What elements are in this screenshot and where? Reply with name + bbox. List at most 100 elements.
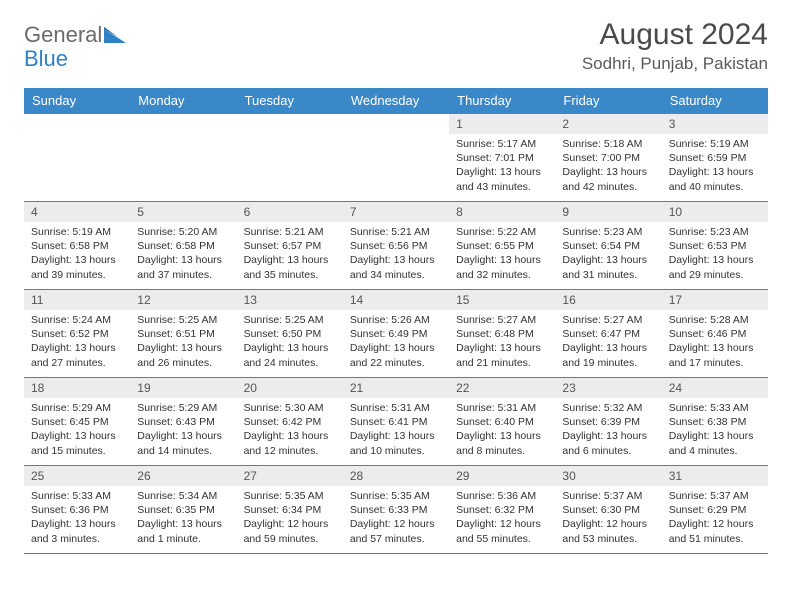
brand-logo: General Blue [24,24,126,71]
day-details: Sunrise: 5:25 AMSunset: 6:51 PMDaylight:… [130,310,236,374]
day-sunset: Sunset: 6:57 PM [244,239,336,253]
day-number: 29 [449,466,555,486]
day-daylight2: and 51 minutes. [669,532,761,546]
day-daylight1: Daylight: 12 hours [244,517,336,531]
day-daylight1: Daylight: 13 hours [669,429,761,443]
calendar-day-cell: 31Sunrise: 5:37 AMSunset: 6:29 PMDayligh… [662,466,768,554]
day-number: 25 [24,466,130,486]
day-number: 30 [555,466,661,486]
day-number: 1 [449,114,555,134]
day-details: Sunrise: 5:37 AMSunset: 6:30 PMDaylight:… [555,486,661,550]
day-number: 10 [662,202,768,222]
day-sunrise: Sunrise: 5:35 AM [244,489,336,503]
day-details: Sunrise: 5:30 AMSunset: 6:42 PMDaylight:… [237,398,343,462]
day-details: Sunrise: 5:36 AMSunset: 6:32 PMDaylight:… [449,486,555,550]
day-details: Sunrise: 5:20 AMSunset: 6:58 PMDaylight:… [130,222,236,286]
day-number: 13 [237,290,343,310]
day-sunset: Sunset: 6:50 PM [244,327,336,341]
calendar-day-cell: 18Sunrise: 5:29 AMSunset: 6:45 PMDayligh… [24,378,130,466]
weekday-header: Tuesday [237,88,343,114]
day-sunset: Sunset: 6:39 PM [562,415,654,429]
day-daylight2: and 19 minutes. [562,356,654,370]
day-sunset: Sunset: 6:29 PM [669,503,761,517]
day-sunrise: Sunrise: 5:24 AM [31,313,123,327]
day-sunset: Sunset: 6:36 PM [31,503,123,517]
day-daylight1: Daylight: 13 hours [350,253,442,267]
day-number: 16 [555,290,661,310]
day-details: Sunrise: 5:35 AMSunset: 6:33 PMDaylight:… [343,486,449,550]
day-sunrise: Sunrise: 5:21 AM [350,225,442,239]
day-details: Sunrise: 5:22 AMSunset: 6:55 PMDaylight:… [449,222,555,286]
day-sunrise: Sunrise: 5:37 AM [669,489,761,503]
calendar-day-cell: 16Sunrise: 5:27 AMSunset: 6:47 PMDayligh… [555,290,661,378]
day-sunrise: Sunrise: 5:31 AM [456,401,548,415]
calendar-day-cell: 21Sunrise: 5:31 AMSunset: 6:41 PMDayligh… [343,378,449,466]
day-daylight2: and 27 minutes. [31,356,123,370]
weekday-header: Wednesday [343,88,449,114]
weekday-header: Saturday [662,88,768,114]
day-details: Sunrise: 5:33 AMSunset: 6:36 PMDaylight:… [24,486,130,550]
calendar-day-cell: 13Sunrise: 5:25 AMSunset: 6:50 PMDayligh… [237,290,343,378]
day-sunrise: Sunrise: 5:25 AM [244,313,336,327]
day-sunset: Sunset: 6:52 PM [31,327,123,341]
day-number: 9 [555,202,661,222]
day-number: 15 [449,290,555,310]
day-daylight2: and 57 minutes. [350,532,442,546]
day-number: 11 [24,290,130,310]
calendar-day-cell: 17Sunrise: 5:28 AMSunset: 6:46 PMDayligh… [662,290,768,378]
calendar-day-cell: 20Sunrise: 5:30 AMSunset: 6:42 PMDayligh… [237,378,343,466]
day-daylight1: Daylight: 13 hours [456,341,548,355]
calendar-day-cell: 9Sunrise: 5:23 AMSunset: 6:54 PMDaylight… [555,202,661,290]
day-sunrise: Sunrise: 5:36 AM [456,489,548,503]
day-details: Sunrise: 5:29 AMSunset: 6:43 PMDaylight:… [130,398,236,462]
day-sunrise: Sunrise: 5:17 AM [456,137,548,151]
day-daylight1: Daylight: 13 hours [562,165,654,179]
day-daylight1: Daylight: 12 hours [350,517,442,531]
day-daylight2: and 24 minutes. [244,356,336,370]
day-details: Sunrise: 5:24 AMSunset: 6:52 PMDaylight:… [24,310,130,374]
day-sunrise: Sunrise: 5:29 AM [137,401,229,415]
calendar-day-cell [24,114,130,202]
day-daylight1: Daylight: 13 hours [244,429,336,443]
day-number: 20 [237,378,343,398]
day-sunset: Sunset: 6:34 PM [244,503,336,517]
day-details: Sunrise: 5:29 AMSunset: 6:45 PMDaylight:… [24,398,130,462]
day-sunset: Sunset: 6:58 PM [137,239,229,253]
day-daylight2: and 4 minutes. [669,444,761,458]
day-daylight1: Daylight: 13 hours [456,165,548,179]
day-daylight2: and 17 minutes. [669,356,761,370]
day-sunrise: Sunrise: 5:37 AM [562,489,654,503]
brand-part2: Blue [24,46,68,71]
day-daylight2: and 37 minutes. [137,268,229,282]
day-daylight2: and 12 minutes. [244,444,336,458]
calendar-day-cell: 5Sunrise: 5:20 AMSunset: 6:58 PMDaylight… [130,202,236,290]
calendar-day-cell: 24Sunrise: 5:33 AMSunset: 6:38 PMDayligh… [662,378,768,466]
day-sunrise: Sunrise: 5:29 AM [31,401,123,415]
day-sunrise: Sunrise: 5:27 AM [456,313,548,327]
day-daylight2: and 8 minutes. [456,444,548,458]
calendar-day-cell: 26Sunrise: 5:34 AMSunset: 6:35 PMDayligh… [130,466,236,554]
day-daylight1: Daylight: 13 hours [31,517,123,531]
calendar-body: 1Sunrise: 5:17 AMSunset: 7:01 PMDaylight… [24,114,768,554]
day-daylight1: Daylight: 13 hours [669,165,761,179]
day-sunrise: Sunrise: 5:35 AM [350,489,442,503]
day-details: Sunrise: 5:21 AMSunset: 6:56 PMDaylight:… [343,222,449,286]
day-daylight2: and 40 minutes. [669,180,761,194]
day-daylight1: Daylight: 13 hours [669,253,761,267]
day-details: Sunrise: 5:33 AMSunset: 6:38 PMDaylight:… [662,398,768,462]
day-sunset: Sunset: 6:58 PM [31,239,123,253]
day-details: Sunrise: 5:35 AMSunset: 6:34 PMDaylight:… [237,486,343,550]
day-details: Sunrise: 5:25 AMSunset: 6:50 PMDaylight:… [237,310,343,374]
day-sunrise: Sunrise: 5:20 AM [137,225,229,239]
day-sunset: Sunset: 7:00 PM [562,151,654,165]
day-sunset: Sunset: 6:49 PM [350,327,442,341]
day-number: 18 [24,378,130,398]
day-daylight2: and 42 minutes. [562,180,654,194]
day-sunrise: Sunrise: 5:22 AM [456,225,548,239]
calendar-day-cell: 4Sunrise: 5:19 AMSunset: 6:58 PMDaylight… [24,202,130,290]
day-daylight1: Daylight: 13 hours [137,517,229,531]
day-daylight1: Daylight: 13 hours [137,429,229,443]
calendar-week-row: 11Sunrise: 5:24 AMSunset: 6:52 PMDayligh… [24,290,768,378]
day-details: Sunrise: 5:27 AMSunset: 6:48 PMDaylight:… [449,310,555,374]
day-daylight1: Daylight: 13 hours [31,429,123,443]
